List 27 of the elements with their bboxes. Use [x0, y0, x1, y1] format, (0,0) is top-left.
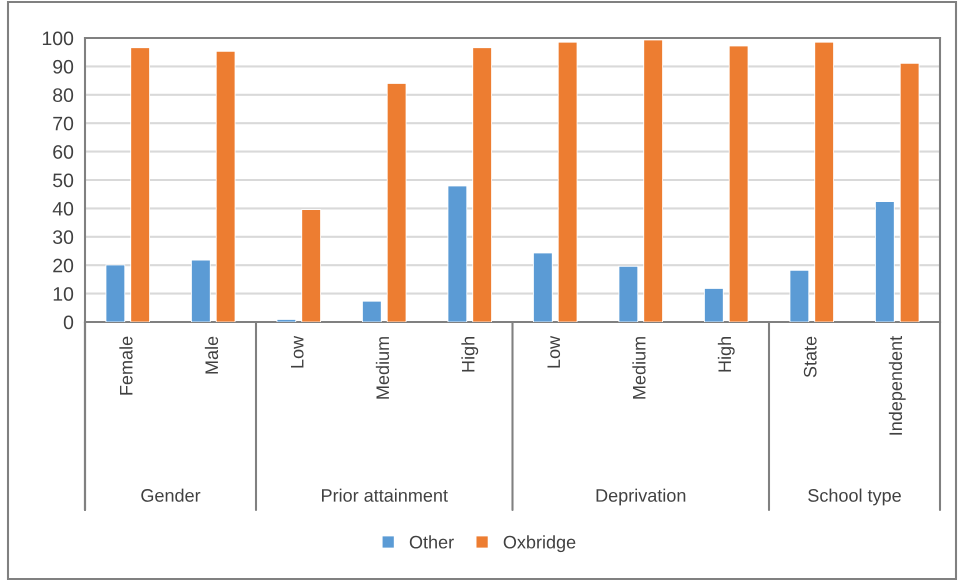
legend-label: Other: [410, 535, 454, 549]
y-tick-label: 50: [53, 173, 74, 188]
text: Deprivation: [596, 488, 686, 506]
x-tick-label: Low: [290, 336, 304, 368]
x-tick-label: Medium: [632, 337, 646, 399]
x-tick-label: Medium: [376, 337, 390, 399]
y-tick-label: 60: [53, 145, 74, 159]
y-tick-label: 40: [52, 202, 74, 216]
y-tick-label: 0: [64, 315, 74, 330]
text: School type: [808, 488, 901, 506]
legend-label: Oxbridge: [504, 535, 576, 552]
y-tick-label: 80: [53, 88, 74, 102]
x-tick-label: High: [461, 337, 478, 372]
x-tick-label: Male: [204, 336, 218, 374]
x-tick-label: Female: [119, 336, 133, 395]
y-tick-label: 10: [54, 287, 74, 301]
x-tick-label: High: [718, 337, 735, 372]
text: Prior attainment: [322, 488, 448, 502]
y-tick-label: 70: [53, 116, 74, 130]
x-tick-label: State: [804, 336, 817, 378]
text: Gender: [141, 488, 200, 502]
y-tick-label: 20: [53, 258, 74, 272]
x-tick-label: Independent: [888, 336, 906, 435]
y-tick-label: 100: [42, 31, 74, 46]
y-tick-label: 90: [53, 60, 74, 74]
y-tick-label: 30: [53, 230, 74, 244]
x-tick-label: Low: [547, 336, 560, 368]
